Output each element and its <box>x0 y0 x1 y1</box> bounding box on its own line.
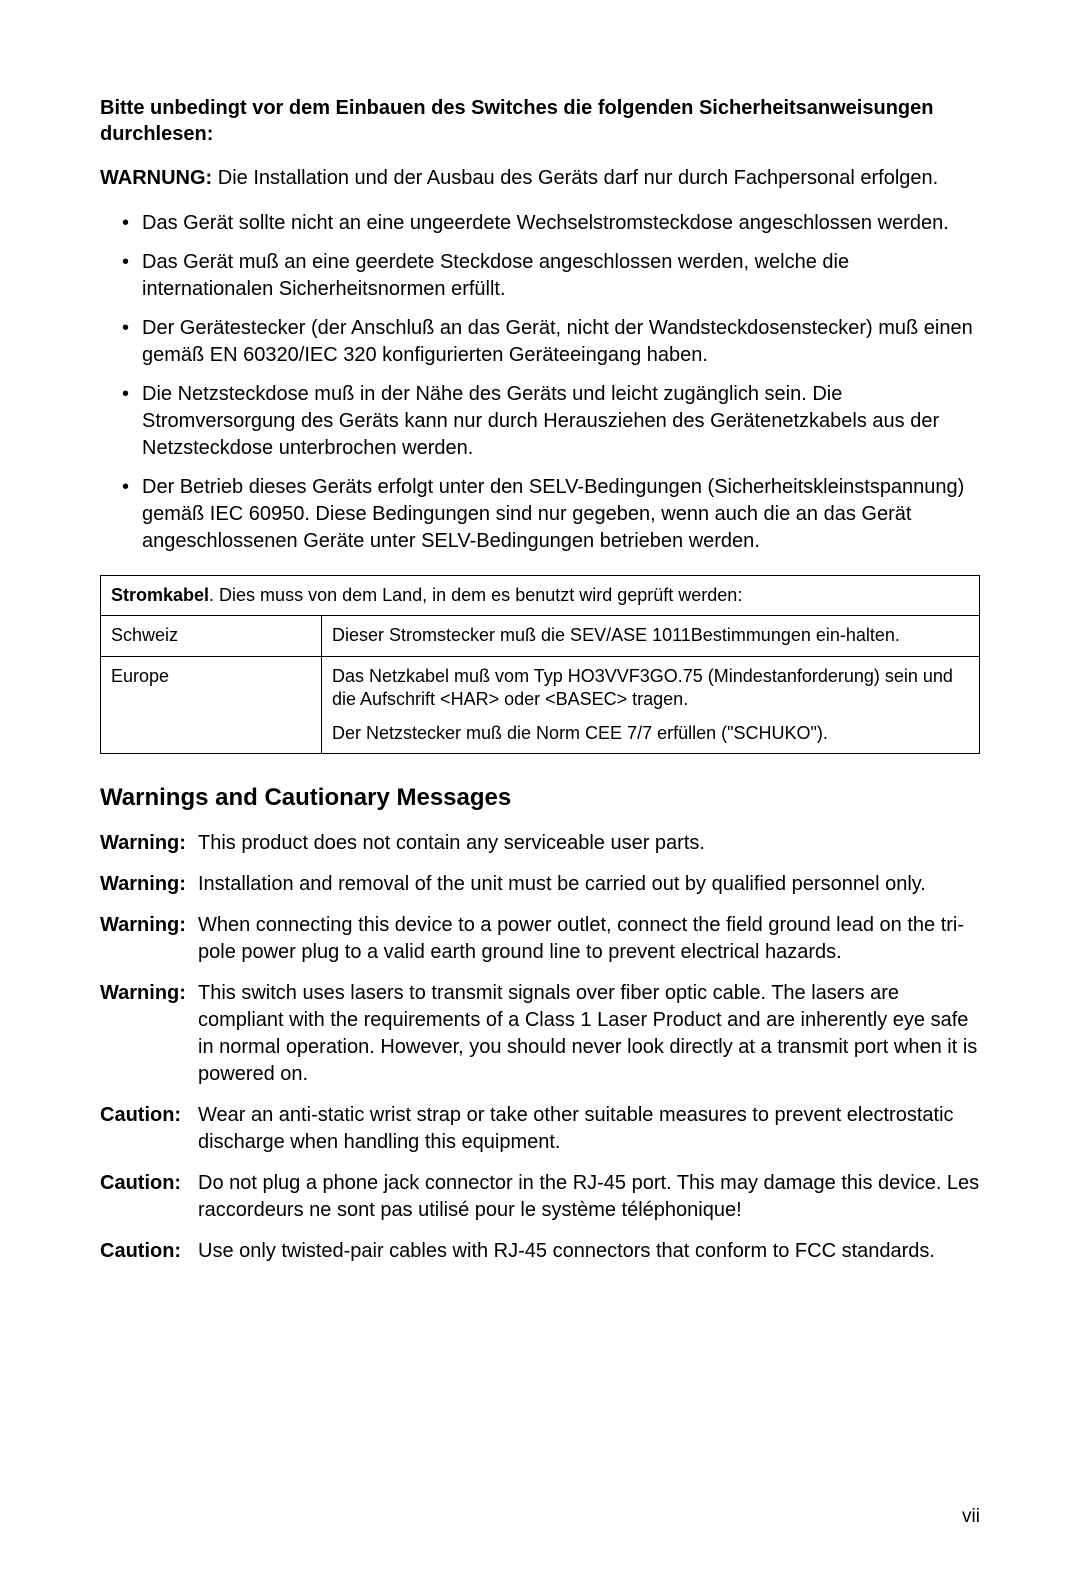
table-header-rest: . Dies muss von dem Land, in dem es benu… <box>209 585 742 605</box>
message-row: Warning: Installation and removal of the… <box>100 871 980 898</box>
message-row: Warning: This switch uses lasers to tran… <box>100 980 980 1088</box>
table-text-cell: Das Netzkabel muß vom Typ HO3VVF3GO.75 (… <box>322 656 980 753</box>
message-text: This switch uses lasers to transmit sign… <box>198 980 980 1088</box>
message-row: Caution: Use only twisted-pair cables wi… <box>100 1238 980 1265</box>
table-text-line1: Das Netzkabel muß vom Typ HO3VVF3GO.75 (… <box>332 665 969 712</box>
bullet-list: Das Gerät sollte nicht an eine ungeerdet… <box>100 210 980 555</box>
message-label: Warning: <box>100 912 198 966</box>
warnung-text: Die Installation und der Ausbau des Gerä… <box>212 167 938 189</box>
page-number: vii <box>962 1506 980 1528</box>
table-header-bold: Stromkabel <box>111 585 209 605</box>
warnung-label: WARNUNG: <box>100 167 212 189</box>
message-label: Caution: <box>100 1170 198 1224</box>
message-row: Warning: This product does not contain a… <box>100 830 980 857</box>
message-text: Do not plug a phone jack connector in th… <box>198 1170 980 1224</box>
bullet-item: Das Gerät sollte nicht an eine ungeerdet… <box>100 210 980 237</box>
message-text: Use only twisted-pair cables with RJ-45 … <box>198 1238 980 1265</box>
message-label: Warning: <box>100 871 198 898</box>
table-row: Europe Das Netzkabel muß vom Typ HO3VVF3… <box>101 656 980 753</box>
table-text-line2: Der Netzstecker muß die Norm CEE 7/7 erf… <box>332 722 969 745</box>
message-row: Caution: Do not plug a phone jack connec… <box>100 1170 980 1224</box>
table-country-cell: Schweiz <box>101 616 322 656</box>
message-label: Caution: <box>100 1102 198 1156</box>
intro-heading: Bitte unbedingt vor dem Einbauen des Swi… <box>100 95 980 147</box>
document-page: Bitte unbedingt vor dem Einbauen des Swi… <box>0 0 1080 1570</box>
power-cord-table: Stromkabel. Dies muss von dem Land, in d… <box>100 575 980 754</box>
warnung-paragraph: WARNUNG: Die Installation und der Ausbau… <box>100 165 980 192</box>
bullet-item: Die Netzsteckdose muß in der Nähe des Ge… <box>100 381 980 462</box>
table-row: Schweiz Dieser Stromstecker muß die SEV/… <box>101 616 980 656</box>
message-text: This product does not contain any servic… <box>198 830 980 857</box>
message-label: Warning: <box>100 980 198 1088</box>
message-label: Warning: <box>100 830 198 857</box>
table-header-cell: Stromkabel. Dies muss von dem Land, in d… <box>101 576 980 616</box>
message-text: Wear an anti-static wrist strap or take … <box>198 1102 980 1156</box>
table-text-cell: Dieser Stromstecker muß die SEV/ASE 1011… <box>322 616 980 656</box>
bullet-item: Der Gerätestecker (der Anschluß an das G… <box>100 315 980 369</box>
message-text: Installation and removal of the unit mus… <box>198 871 980 898</box>
section-heading: Warnings and Cautionary Messages <box>100 784 980 812</box>
table-country-cell: Europe <box>101 656 322 753</box>
message-text: When connecting this device to a power o… <box>198 912 980 966</box>
message-label: Caution: <box>100 1238 198 1265</box>
table-header-row: Stromkabel. Dies muss von dem Land, in d… <box>101 576 980 616</box>
message-row: Caution: Wear an anti-static wrist strap… <box>100 1102 980 1156</box>
bullet-item: Der Betrieb dieses Geräts erfolgt unter … <box>100 474 980 555</box>
message-row: Warning: When connecting this device to … <box>100 912 980 966</box>
bullet-item: Das Gerät muß an eine geerdete Steckdose… <box>100 249 980 303</box>
